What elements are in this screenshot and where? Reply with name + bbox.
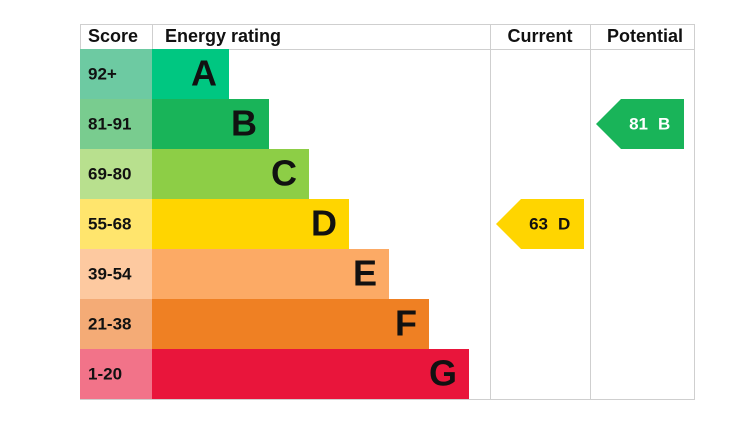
potential-score: 81	[629, 114, 648, 133]
score-cell	[80, 49, 152, 99]
rating-letter: A	[191, 53, 217, 94]
rating-letter: G	[429, 353, 457, 394]
rating-letter: E	[353, 253, 377, 294]
score-cell	[80, 299, 152, 349]
score-range: 55-68	[88, 214, 131, 233]
rating-letter: B	[231, 103, 257, 144]
score-cell	[80, 149, 152, 199]
score-range: 69-80	[88, 164, 131, 183]
current-score: 63	[529, 214, 548, 233]
current-band: D	[558, 214, 570, 233]
score-range: 81-91	[88, 114, 131, 133]
rating-letter: F	[395, 303, 417, 344]
header-potential: Potential	[607, 26, 683, 46]
rating-bar	[152, 199, 349, 249]
score-cell	[80, 249, 152, 299]
header-rating: Energy rating	[165, 26, 281, 46]
header-current: Current	[507, 26, 572, 46]
rating-bar	[152, 49, 229, 99]
potential-indicator: 81 B	[596, 99, 684, 149]
score-cell	[80, 99, 152, 149]
score-cell	[80, 349, 152, 399]
score-range: 92+	[88, 64, 117, 83]
rating-bar	[152, 299, 429, 349]
score-range: 21-38	[88, 314, 131, 333]
score-cell	[80, 199, 152, 249]
score-range: 1-20	[88, 364, 122, 383]
score-range: 39-54	[88, 264, 132, 283]
potential-arrow	[596, 99, 684, 149]
header-score: Score	[88, 26, 138, 46]
rating-bar	[152, 149, 309, 199]
rating-bar	[152, 249, 389, 299]
rating-letter: C	[271, 153, 297, 194]
rating-bar	[152, 349, 469, 399]
potential-band: B	[658, 114, 670, 133]
current-arrow	[496, 199, 584, 249]
rating-bar	[152, 99, 269, 149]
rating-letter: D	[311, 203, 337, 244]
current-indicator: 63 D	[496, 199, 584, 249]
